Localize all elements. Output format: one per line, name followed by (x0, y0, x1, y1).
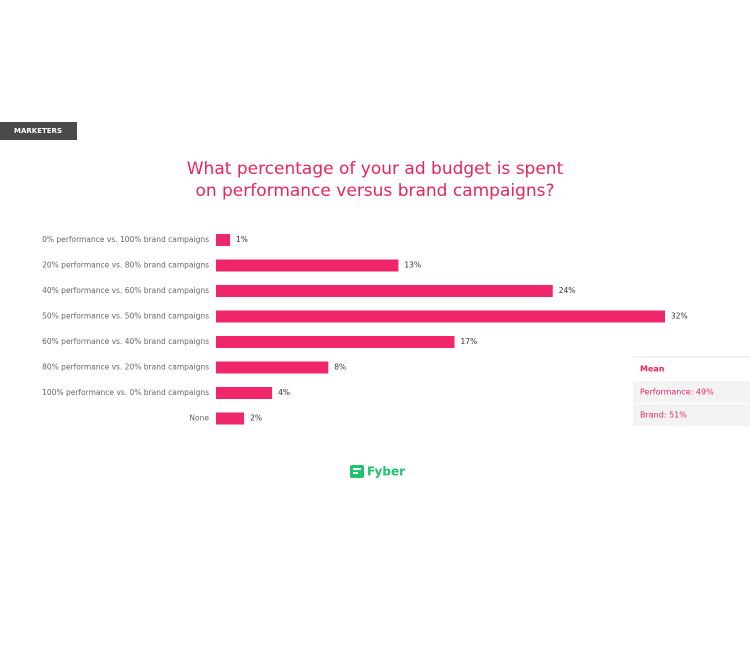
mean-row: Brand: 51% (640, 411, 687, 420)
value-label: 24% (559, 286, 576, 295)
logo-icon (350, 465, 364, 478)
category-label: 0% performance vs. 100% brand campaigns (42, 235, 209, 244)
bar (216, 412, 245, 425)
value-label: 1% (236, 235, 248, 244)
mean-title: Mean (640, 365, 665, 374)
bar (216, 310, 665, 323)
value-label: 13% (404, 261, 421, 270)
chart-title: What percentage of your ad budget is spe… (186, 159, 564, 201)
category-label: 50% performance vs. 50% brand campaigns (42, 312, 209, 321)
mean-row-bg (633, 381, 750, 403)
logo: Fyber (367, 465, 405, 479)
bar (216, 285, 553, 297)
mean-row-bg (633, 404, 750, 426)
value-label: 4% (278, 388, 290, 397)
tag-bg (0, 122, 77, 140)
bar (216, 259, 399, 272)
category-label: None (189, 414, 209, 423)
category-label: 20% performance vs. 80% brand campaigns (42, 261, 209, 270)
category-label: 60% performance vs. 40% brand campaigns (42, 337, 209, 346)
bar (216, 234, 231, 246)
tag: MARKETERS (14, 127, 62, 135)
category-label: 80% performance vs. 20% brand campaigns (42, 363, 209, 372)
value-label: 2% (250, 414, 262, 423)
mean-header-bg (633, 358, 750, 380)
category-label: 40% performance vs. 60% brand campaigns (42, 286, 209, 295)
mean-row: Performance: 49% (640, 388, 714, 397)
value-label: 17% (461, 337, 478, 346)
bar (216, 387, 273, 399)
category-label: 100% performance vs. 0% brand campaigns (42, 388, 209, 397)
value-label: 32% (671, 312, 688, 321)
bar (216, 361, 329, 374)
value-label: 8% (334, 363, 346, 372)
bar (216, 336, 455, 348)
